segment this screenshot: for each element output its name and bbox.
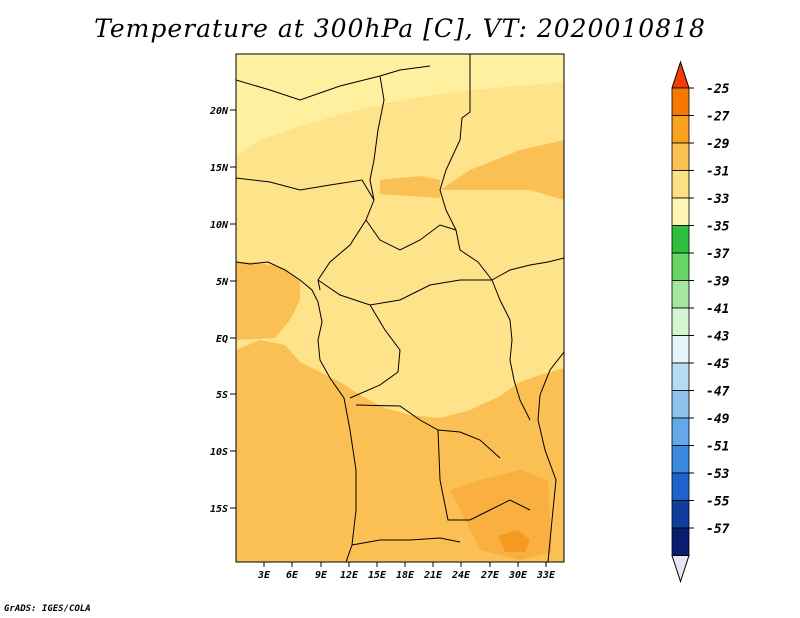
- colorbar-label: -51: [706, 440, 729, 455]
- lon-label: 18E: [396, 570, 415, 581]
- map-frame: [235, 53, 565, 563]
- colorbar-label: -37: [706, 247, 730, 262]
- colorbar-segment: [671, 362, 690, 391]
- field-warm-northeast: [440, 140, 564, 200]
- colorbar-segment: [671, 252, 690, 281]
- lon-label: 33E: [536, 570, 556, 581]
- lat-label: 5N: [216, 277, 229, 288]
- colorbar-label: -35: [706, 220, 730, 235]
- field-light-band: [236, 54, 564, 155]
- lat-label: EQ: [216, 334, 228, 345]
- colorbar-segment: [671, 87, 690, 116]
- lon-label: 21E: [423, 570, 443, 581]
- colorbar-segment: [671, 307, 690, 336]
- colorbar-label: -43: [706, 330, 730, 345]
- colorbar-label: -45: [706, 357, 730, 372]
- border-libya: [439, 54, 471, 191]
- colorbar-label: -55: [706, 495, 730, 510]
- colorbar-segment: [671, 472, 690, 501]
- colorbar-label: -27: [706, 110, 730, 125]
- colorbar-label: -53: [706, 467, 730, 482]
- lat-label: 15N: [210, 163, 229, 174]
- lon-label: 6E: [286, 570, 299, 581]
- lon-label: 12E: [340, 570, 359, 581]
- colorbar-label: -49: [706, 412, 730, 427]
- grads-credit: GrADS: IGES/COLA: [4, 604, 91, 614]
- colorbar-segment: [671, 500, 690, 529]
- colorbar-segment: [671, 170, 690, 199]
- colorbar-top-arrow: [671, 60, 690, 89]
- map-title: Temperature at 300hPa [C], VT: 202001081…: [94, 14, 706, 43]
- colorbar-label: -47: [706, 385, 730, 400]
- colorbar-segment: [671, 197, 690, 226]
- colorbar-label: -29: [706, 137, 730, 152]
- colorbar-label: -31: [706, 165, 729, 180]
- coastline-east: [537, 351, 564, 562]
- lat-label: 10N: [210, 220, 229, 231]
- colorbar-segment: [671, 390, 690, 419]
- lon-label: 24E: [451, 570, 471, 581]
- colorbar-label: -57: [706, 522, 730, 537]
- border-east-lakes: [491, 279, 531, 421]
- lon-label: 9E: [315, 570, 328, 581]
- border-namibia: [351, 537, 461, 546]
- borders: [236, 54, 564, 562]
- colorbar-segment: [671, 142, 690, 171]
- border-chad-sudan: [439, 189, 493, 281]
- field-warm-strip: [380, 176, 440, 198]
- border-car-south: [317, 279, 492, 306]
- colorbar-label: -41: [706, 302, 729, 317]
- border-mali-niger: [236, 65, 431, 101]
- lon-label: 3E: [257, 570, 271, 581]
- lon-label: 30E: [508, 570, 528, 581]
- temperature-field: [236, 54, 564, 562]
- colorbar-label: -39: [706, 275, 730, 290]
- border-nigeria-cameroon: [317, 199, 375, 291]
- colorbar-segment: [671, 115, 690, 144]
- colorbar-segment: [671, 417, 690, 446]
- colorbar-segment: [671, 225, 690, 254]
- lat-label: 15S: [210, 504, 228, 515]
- colorbar-bottom-arrow: [671, 555, 690, 584]
- border-car: [365, 219, 457, 251]
- colorbar-segment: [671, 335, 690, 364]
- colorbar-label: -33: [706, 192, 730, 207]
- border-nigeria-north: [236, 177, 375, 201]
- colorbar: -25 -27 -29 -31 -33 -35 -37 -39 -41 -43 -45 -47 -49 -…: [671, 60, 730, 584]
- coastline-west: [236, 261, 357, 562]
- border-niger-chad: [369, 75, 385, 201]
- latitude-axis: 20N 15N 10N 5N EQ 5S 10S 15S: [209, 106, 236, 515]
- colorbar-segment: [671, 280, 690, 309]
- longitude-axis: 3E 6E 9E 12E 15E 18E 21E 24E 27E 30E 33E: [257, 562, 556, 581]
- lat-label: 10S: [210, 447, 228, 458]
- field-warm-west: [236, 262, 300, 340]
- lat-label: 20N: [209, 106, 229, 117]
- border-sudan-south: [491, 257, 564, 281]
- colorbar-segment: [671, 527, 690, 556]
- lon-label: 27E: [480, 570, 500, 581]
- lat-label: 5S: [216, 390, 228, 401]
- lon-label: 15E: [368, 570, 387, 581]
- colorbar-segment: [671, 445, 690, 474]
- colorbar-label: -25: [706, 82, 730, 97]
- border-angola-zambia: [437, 429, 531, 521]
- field-hot-spot: [498, 530, 530, 552]
- border-congo-drc: [349, 304, 401, 399]
